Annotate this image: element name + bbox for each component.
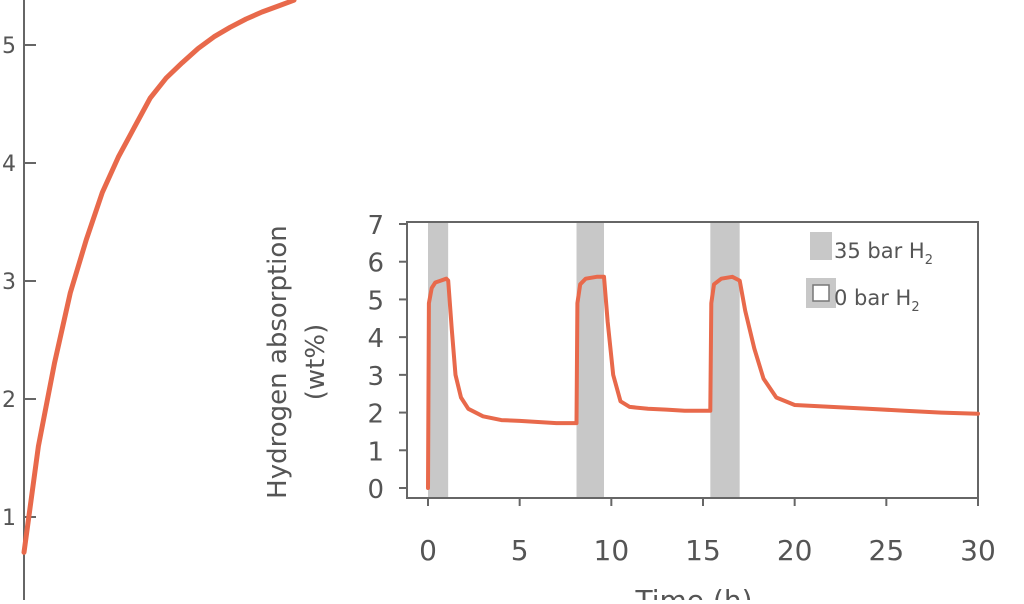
legend-swatch-outline bbox=[812, 284, 830, 302]
legend-entry-35-bar: 35 bar H2 bbox=[810, 232, 933, 268]
main-y-tick-label: 3 bbox=[2, 270, 16, 295]
legend-label-35-bar: 35 bar H2 bbox=[834, 239, 933, 268]
inset-y-tick-label: 3 bbox=[367, 362, 384, 392]
legend-label-35-bar-text: 35 bar H bbox=[834, 239, 925, 263]
main-y-tick-label: 5 bbox=[2, 34, 16, 59]
shaded-intervals bbox=[428, 223, 740, 497]
inset-x-tick-label: 0 bbox=[419, 534, 437, 567]
main-series-layer bbox=[21, 0, 297, 555]
main-panel: 1 2 3 4 5 bbox=[2, 0, 297, 600]
inset-x-tick-label: 10 bbox=[594, 534, 630, 567]
inset-panel: 0 1 2 3 4 5 6 7 0 5 10 15 20 25 30 Hydrogen absorptio… bbox=[263, 211, 996, 604]
shaded-interval bbox=[710, 223, 740, 497]
inset-series-line bbox=[426, 274, 980, 490]
inset-y-tick-label: 0 bbox=[367, 475, 384, 505]
inset-y-tick-label: 4 bbox=[367, 324, 384, 354]
inset-y-tick-label: 2 bbox=[367, 400, 384, 430]
legend-label-0-bar-text: 0 bar H bbox=[834, 286, 911, 310]
shaded-interval bbox=[576, 223, 604, 497]
main-y-tick-label: 2 bbox=[2, 388, 16, 413]
legend: 35 bar H2 0 bar H2 bbox=[806, 232, 933, 315]
main-y-tick-label: 1 bbox=[2, 506, 16, 531]
inset-y-tick-label: 6 bbox=[367, 249, 384, 279]
inset-x-ticks: 0 5 10 15 20 25 30 bbox=[419, 498, 996, 567]
inset-y-tick-label: 5 bbox=[367, 286, 384, 316]
inset-y-tick-label: 7 bbox=[367, 211, 384, 241]
inset-y-tick-label: 1 bbox=[367, 437, 384, 467]
inset-x-tick-label: 25 bbox=[869, 534, 905, 567]
shaded-interval bbox=[428, 223, 449, 497]
inset-x-axis-title: Time (h) bbox=[634, 584, 752, 600]
inset-x-tick-label: 5 bbox=[511, 534, 529, 567]
main-y-tick-label: 4 bbox=[2, 152, 16, 177]
inset-x-tick-label: 15 bbox=[685, 534, 721, 567]
inset-y-axis-title-line2: (wt%) bbox=[301, 324, 331, 400]
main-y-ticks: 1 2 3 4 5 bbox=[2, 34, 36, 531]
legend-swatch-filled bbox=[810, 232, 832, 260]
legend-label-0-bar-subscript: 2 bbox=[911, 300, 919, 315]
legend-label-35-bar-subscript: 2 bbox=[925, 253, 933, 268]
inset-x-tick-label: 20 bbox=[777, 534, 813, 567]
inset-y-ticks: 0 1 2 3 4 5 6 7 bbox=[367, 211, 407, 505]
main-series-line bbox=[21, 0, 297, 555]
legend-label-0-bar: 0 bar H2 bbox=[834, 286, 920, 315]
inset-series-layer bbox=[426, 274, 980, 490]
inset-y-axis-title-line1: Hydrogen absorption bbox=[263, 225, 293, 499]
inset-x-tick-label: 30 bbox=[960, 534, 996, 567]
inset-plot-frame bbox=[406, 221, 979, 499]
legend-entry-0-bar: 0 bar H2 bbox=[806, 278, 920, 315]
